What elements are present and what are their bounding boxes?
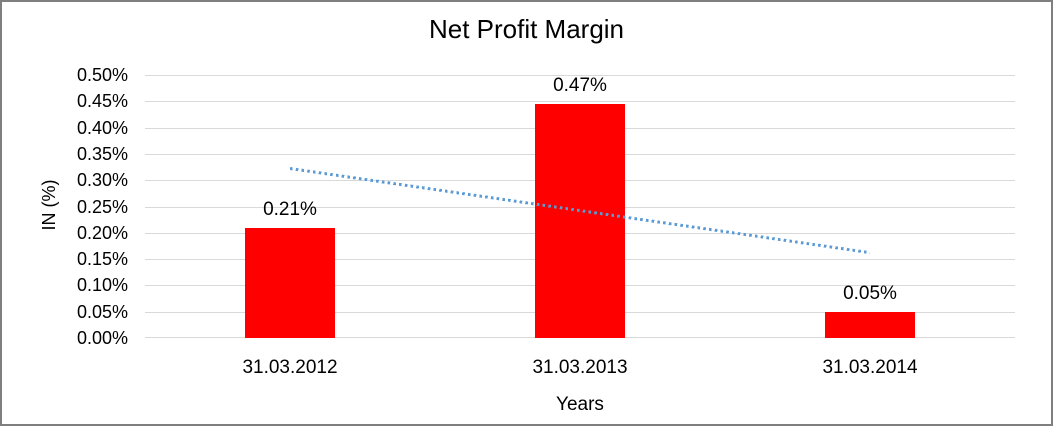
y-axis-tick-label: 0.15% xyxy=(76,249,128,269)
x-axis-tick-label: 31.03.2013 xyxy=(532,357,628,378)
chart-title: Net Profit Margin xyxy=(428,14,625,44)
x-axis-title: Years xyxy=(556,394,604,415)
y-axis-tick-label: 0.35% xyxy=(76,144,128,164)
gridline xyxy=(145,75,1015,76)
x-axis-tick-label: 31.03.2012 xyxy=(242,357,338,378)
x-axis-tick-label: 31.03.2014 xyxy=(822,357,918,378)
bar xyxy=(535,104,625,338)
y-axis-tick-label: 0.00% xyxy=(76,328,128,348)
y-axis-tick-label: 0.30% xyxy=(76,170,128,190)
category-column: 0.47% xyxy=(435,75,725,338)
category-column: 0.05% xyxy=(725,75,1015,338)
y-axis-tick-label: 0.40% xyxy=(76,118,128,138)
y-axis-tick-label: 0.20% xyxy=(76,223,128,243)
category-column: 0.21% xyxy=(145,75,435,338)
y-axis-tick-label: 0.10% xyxy=(76,275,128,295)
plot-area: 0.21% 0.47% 0.05% xyxy=(145,75,1015,338)
y-axis-tick-label: 0.05% xyxy=(76,302,128,322)
bar xyxy=(245,227,335,338)
y-axis-tick-label: 0.25% xyxy=(76,197,128,217)
bar-value-label: 0.21% xyxy=(263,198,317,220)
gridline xyxy=(145,101,1015,102)
bar-value-label: 0.05% xyxy=(843,282,897,304)
y-axis-tick-label: 0.50% xyxy=(76,65,128,85)
y-axis-tick-label: 0.45% xyxy=(76,91,128,111)
bar-value-label: 0.47% xyxy=(553,75,607,96)
bar xyxy=(825,311,915,338)
